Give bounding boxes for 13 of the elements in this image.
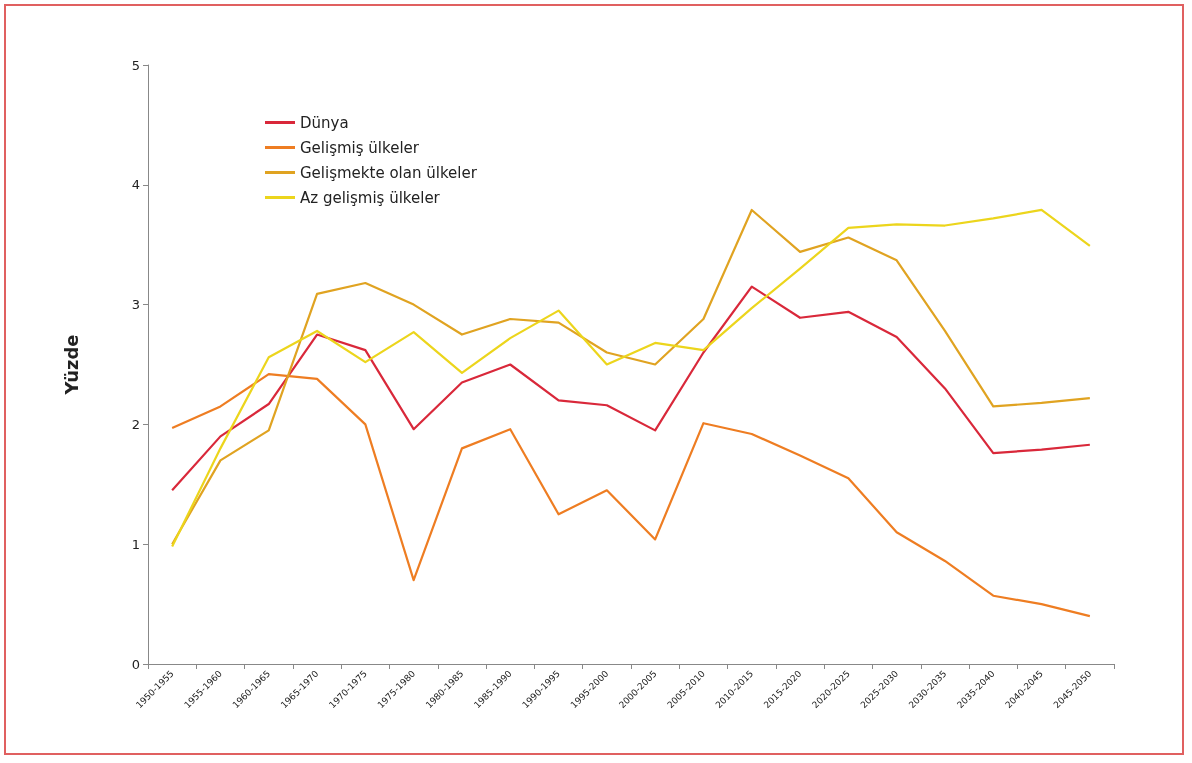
y-tick-label: 4 [131,177,140,193]
y-tick-label: 5 [131,57,140,73]
y-tick-label: 1 [131,536,140,552]
legend-label: Dünya [300,113,349,132]
line-series [171,372,1091,618]
y-tick-label: 0 [131,656,140,672]
legend-label: Gelişmekte olan ülkeler [300,163,478,182]
line-series [171,285,1091,492]
y-axis-title: Yüzde [60,334,82,396]
y-tick-label: 2 [131,416,140,432]
y-tick-label: 3 [131,297,140,313]
legend-label: Gelişmiş ülkeler [300,138,420,157]
legend-label: Az gelişmiş ülkeler [300,188,441,207]
